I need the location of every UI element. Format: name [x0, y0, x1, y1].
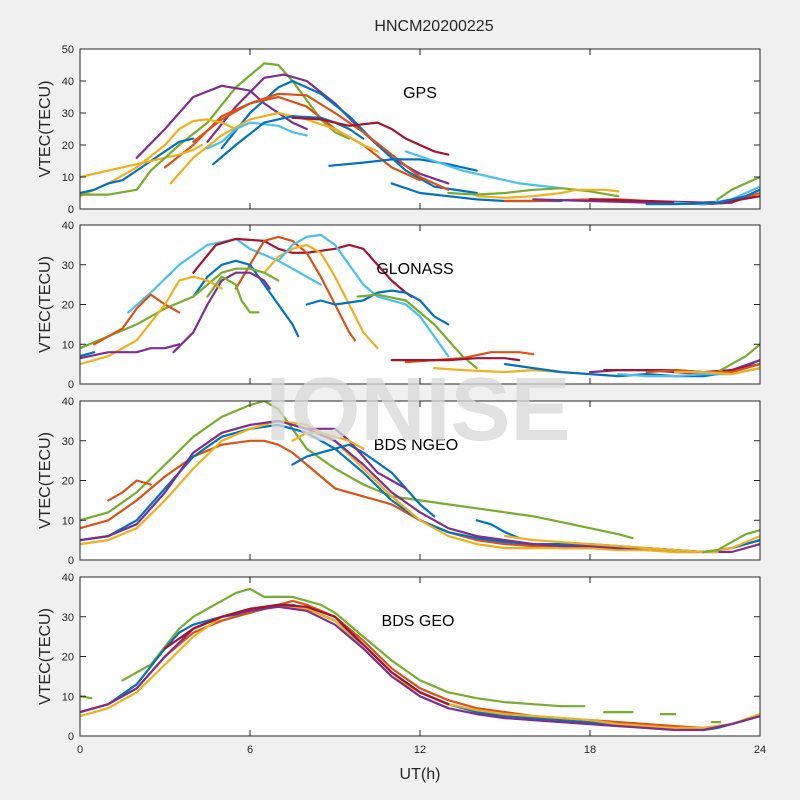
y-axis-label: VTEC(TECU) [37, 256, 54, 353]
series-line-24 [645, 188, 760, 206]
panel-2: 0 10 20 30 40 VTEC(TECU) BDS NGEO [37, 396, 761, 567]
series-line-9 [475, 519, 521, 540]
series-line-24 [673, 367, 760, 376]
series-line-17 [447, 187, 620, 198]
y-tick-label: 10 [62, 515, 74, 527]
panel-1: 0 10 20 30 40 VTEC(TECU) GLONASS [37, 220, 761, 391]
series-line-16 [390, 357, 521, 362]
y-tick-label: 20 [62, 652, 74, 664]
plot-area [80, 49, 760, 209]
series-group [80, 401, 760, 554]
x-tick-label: 24 [754, 744, 766, 756]
panel-3: 0 10 20 30 40 0 6 12 18 24 VTEC(TECU) BDS GEO [37, 572, 766, 756]
series-line-2 [80, 599, 760, 730]
series-line-18 [475, 188, 620, 199]
series-line-6 [80, 118, 237, 198]
series-line-4 [277, 233, 450, 358]
x-tick-label: 18 [584, 744, 596, 756]
panel-0: 0 10 20 30 40 50 VTEC(TECU) GPS [37, 44, 761, 216]
series-line-7 [291, 431, 365, 450]
watermark: IONISE [265, 360, 570, 460]
panel-label: GLONASS [376, 261, 453, 278]
series-line-13 [80, 343, 181, 360]
y-tick-label: 30 [62, 436, 74, 448]
series-line-11 [305, 289, 450, 326]
y-tick-label: 40 [62, 220, 74, 232]
y-tick-label: 50 [62, 44, 74, 56]
series-line-12 [328, 158, 478, 172]
series-line-6 [80, 267, 280, 350]
series-line-5 [192, 92, 450, 191]
series-line-5 [163, 603, 450, 706]
series-line-0 [127, 237, 322, 314]
series-line-11 [702, 529, 760, 554]
y-tick-label: 20 [62, 140, 74, 152]
plot-area [80, 225, 760, 384]
series-line-8 [93, 293, 181, 346]
series-line-1 [192, 237, 413, 298]
series-line-6 [305, 427, 407, 490]
y-tick-label: 0 [68, 204, 74, 216]
panel-label: BDS GEO [382, 613, 455, 630]
y-axis-label: VTEC(TECU) [37, 432, 54, 529]
y-tick-label: 20 [62, 476, 74, 488]
series-line-9 [206, 121, 308, 150]
y-tick-label: 20 [62, 300, 74, 312]
series-line-0 [121, 587, 563, 708]
series-line-10 [503, 535, 719, 554]
series-line-7 [169, 111, 379, 185]
series-line-9 [80, 275, 223, 366]
x-tick-label: 12 [414, 744, 426, 756]
y-tick-label: 0 [68, 555, 74, 567]
panels: 0 10 20 30 40 50 VTEC(TECU) GPS 0 10 20 30 40 VTEC(TE… [37, 44, 766, 756]
panel-label: GPS [403, 85, 437, 102]
series-line-3 [80, 419, 760, 554]
y-tick-label: 30 [62, 108, 74, 120]
series-group [80, 62, 760, 206]
series-line-21 [716, 343, 760, 374]
y-tick-label: 10 [62, 691, 74, 703]
series-line-5 [291, 443, 436, 518]
y-axis-label: VTEC(TECU) [37, 81, 54, 178]
y-tick-label: 0 [68, 731, 74, 743]
panel-label: BDS NGEO [374, 437, 458, 454]
series-line-17 [433, 367, 563, 374]
y-tick-label: 0 [68, 379, 74, 391]
series-line-1 [135, 84, 308, 159]
series-line-22 [716, 175, 760, 201]
y-tick-label: 10 [62, 172, 74, 184]
x-axis-label: UT(h) [400, 766, 441, 783]
series-group [80, 587, 760, 732]
x-tick-label: 6 [247, 744, 253, 756]
y-tick-label: 10 [62, 339, 74, 351]
y-axis-label: VTEC(TECU) [37, 608, 54, 705]
x-tick-label: 0 [77, 744, 83, 756]
series-line-8 [107, 479, 152, 502]
y-tick-label: 30 [62, 612, 74, 624]
y-tick-label: 40 [62, 572, 74, 584]
series-line-10 [212, 115, 365, 166]
series-group [80, 233, 760, 378]
series-line-15 [80, 143, 181, 196]
series-line-8 [80, 137, 195, 195]
y-tick-label: 40 [62, 76, 74, 88]
y-tick-label: 30 [62, 260, 74, 272]
series-line-11 [291, 116, 450, 156]
series-line-10 [206, 275, 260, 314]
series-line-7 [172, 271, 271, 354]
chart-title: HNCM20200225 [374, 18, 493, 35]
y-tick-label: 40 [62, 396, 74, 408]
series-line-13 [404, 150, 563, 190]
series-line-5 [192, 259, 300, 338]
plot-area [80, 577, 760, 736]
plot-area [80, 401, 760, 560]
series-line-0 [80, 401, 634, 540]
series-line-14 [80, 351, 96, 358]
